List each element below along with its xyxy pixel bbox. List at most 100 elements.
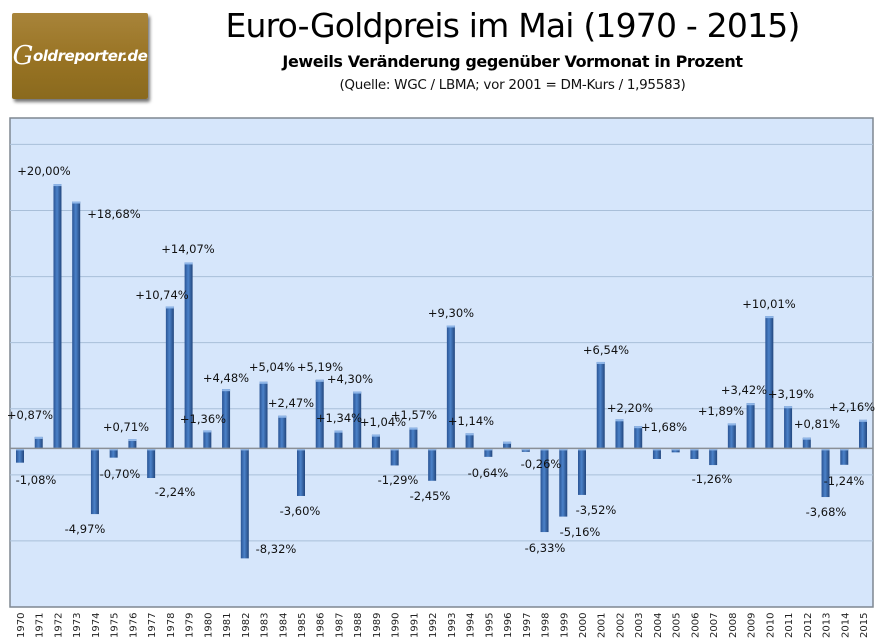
- x-tick-label: 1982: [241, 613, 252, 638]
- bar-cap: [578, 448, 586, 451]
- bar-cap: [184, 262, 193, 265]
- data-label-2013: -3,68%: [806, 505, 847, 519]
- bar-cap: [503, 441, 512, 444]
- bar-1984: [278, 415, 287, 449]
- x-tick-label: 1971: [35, 613, 46, 638]
- x-tick-label: 1975: [110, 613, 121, 638]
- x-tick-label: 1986: [316, 613, 327, 638]
- x-tick-label: 2001: [597, 613, 608, 638]
- bar-cap: [16, 448, 24, 451]
- x-tick-label: 1998: [541, 613, 552, 638]
- x-tick-label: 1981: [222, 613, 233, 638]
- bar-cap: [203, 430, 212, 433]
- data-label-2002: +2,20%: [607, 401, 653, 415]
- bar-2012: [802, 437, 811, 449]
- data-label-1992: -2,45%: [410, 489, 451, 503]
- plot-area: [9, 117, 874, 608]
- data-label-1975: -0,70%: [100, 467, 141, 481]
- x-tick-label: 2004: [653, 613, 664, 638]
- chart-title: Euro-Goldpreis im Mai (1970 - 2015): [225, 6, 800, 45]
- bar-cap: [353, 391, 362, 394]
- x-tick-label: 1995: [484, 613, 495, 638]
- data-label-2001: +6,54%: [583, 343, 629, 357]
- bar-1980: [203, 430, 212, 449]
- x-tick-label: 1979: [185, 613, 196, 638]
- data-label-2012: +0,81%: [794, 417, 840, 431]
- bar-1995: [484, 448, 493, 457]
- data-label-1995: -0,64%: [468, 466, 509, 480]
- data-label-1983: +5,04%: [249, 360, 295, 374]
- x-tick-label: 1992: [428, 613, 439, 638]
- data-label-1987: +1,34%: [316, 411, 362, 425]
- bar-1996: [503, 441, 512, 449]
- bar-cap: [746, 403, 755, 406]
- data-label-1991: +1,57%: [391, 408, 437, 422]
- logo-text: Goldreporter.de: [12, 41, 148, 71]
- bar-2013: [821, 448, 830, 498]
- bar-cap: [128, 439, 137, 442]
- bar-cap: [840, 448, 849, 451]
- data-label-1998: -6,33%: [525, 541, 566, 555]
- x-tick-label: 1988: [353, 613, 364, 638]
- x-tick-label: 1976: [128, 613, 139, 638]
- bar-cap: [315, 379, 324, 382]
- bar-cap: [521, 448, 530, 451]
- bar-1988: [353, 391, 362, 449]
- data-label-2015: +2,16%: [829, 400, 875, 414]
- bar-2014: [840, 448, 849, 465]
- chart-subtitle: Jeweils Veränderung gegenüber Vormonat i…: [282, 52, 743, 71]
- x-tick-label: 1991: [409, 613, 420, 638]
- bar-cap: [409, 427, 418, 430]
- data-label-2003: +1,68%: [641, 420, 687, 434]
- bar-cap: [821, 448, 830, 451]
- x-tick-label: 2014: [840, 613, 851, 638]
- bar-1987: [334, 430, 343, 449]
- x-tick-label: 2008: [728, 613, 739, 638]
- chart-source: (Quelle: WGC / LBMA; vor 2001 = DM-Kurs …: [339, 77, 686, 93]
- data-label-1979: +14,07%: [161, 242, 215, 256]
- data-label-1971: +0,87%: [7, 408, 53, 422]
- bar-cap: [53, 184, 62, 187]
- bar-cap: [428, 448, 437, 451]
- data-label-1973: +18,68%: [87, 207, 141, 221]
- data-label-2010: +10,01%: [742, 297, 796, 311]
- bar-cap: [465, 433, 474, 436]
- data-label-1978: +10,74%: [135, 288, 189, 302]
- x-tick-label: 1983: [260, 613, 271, 638]
- bar-1993: [446, 325, 455, 449]
- bar-2010: [765, 316, 774, 449]
- bar-1974: [90, 448, 99, 515]
- goldreporter-logo: Goldreporter.de: [12, 13, 148, 99]
- bar-cap: [109, 448, 118, 451]
- bar-cap: [240, 448, 249, 451]
- bar-cap: [634, 426, 643, 429]
- data-label-1982: -8,32%: [256, 542, 297, 556]
- bar-cap: [690, 448, 699, 451]
- bar-2007: [709, 448, 718, 466]
- data-label-2008: +1,89%: [698, 404, 744, 418]
- x-tick-label: 2011: [784, 613, 795, 638]
- bar-1982: [240, 448, 249, 559]
- bar-cap: [278, 415, 287, 418]
- x-tick-label: 1978: [166, 613, 177, 638]
- bar-cap: [222, 389, 231, 392]
- x-tick-label: 1990: [391, 613, 402, 638]
- data-label-1970: -1,08%: [16, 473, 57, 487]
- x-tick-label: 2003: [634, 613, 645, 638]
- bar-1990: [390, 448, 399, 466]
- bar-1970: [16, 448, 24, 463]
- bar-1992: [428, 448, 437, 481]
- bar-1971: [34, 436, 43, 449]
- x-tick-label: 1994: [466, 613, 477, 638]
- x-tick-label: 1972: [53, 613, 64, 638]
- bar-2006: [690, 448, 699, 459]
- bar-1975: [109, 448, 118, 458]
- data-label-1990: -1,29%: [378, 473, 419, 487]
- bar-1972: [53, 184, 62, 449]
- data-label-2000: -3,52%: [576, 503, 617, 517]
- bar-cap: [802, 437, 811, 440]
- bar-1976: [128, 439, 137, 449]
- x-tick-label: 1974: [91, 613, 102, 638]
- bar-2001: [596, 361, 605, 449]
